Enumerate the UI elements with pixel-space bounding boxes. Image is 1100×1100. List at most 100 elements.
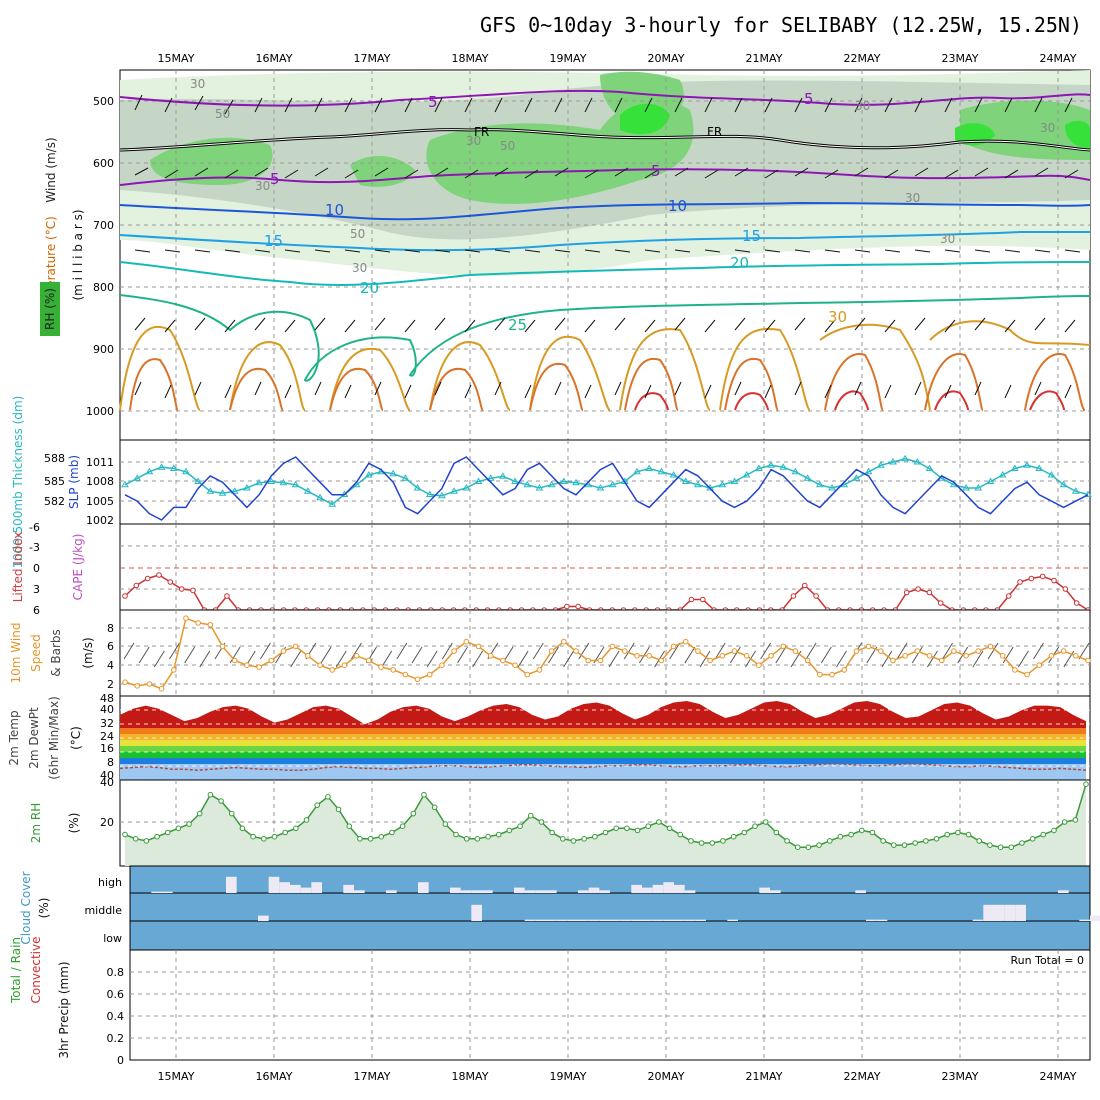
rh2m-point bbox=[1019, 840, 1025, 846]
wind-speed-point bbox=[877, 648, 884, 654]
cloud-bar-high bbox=[535, 890, 546, 893]
rh2m-point bbox=[314, 802, 321, 809]
thickness-point bbox=[474, 477, 483, 484]
wind-barb bbox=[1078, 642, 1090, 660]
day-label-top: 19MAY bbox=[550, 52, 587, 65]
cloud-bar-high bbox=[652, 884, 664, 893]
cloud-bar-middle bbox=[620, 919, 632, 921]
rh2m-point bbox=[816, 842, 822, 848]
thickness-point bbox=[267, 477, 276, 484]
cloud-bar-high bbox=[279, 882, 290, 893]
thickness-point bbox=[401, 474, 410, 481]
rh2m-point bbox=[453, 831, 459, 838]
lifted-ticks: -6 -3 0 3 6 bbox=[29, 521, 40, 617]
thickness-point bbox=[425, 490, 434, 497]
thickness-point bbox=[730, 477, 739, 484]
cloud-bar-middle bbox=[546, 919, 557, 921]
wind10m-panel: 8 6 4 2 10m Wind Speed & Barbs (m/s) bbox=[9, 609, 1091, 697]
temp-tick: 40 bbox=[100, 769, 114, 782]
wind-speed-point bbox=[475, 643, 482, 650]
wind-barb bbox=[457, 646, 468, 664]
thickness-point bbox=[291, 480, 300, 488]
contour-label: 10 bbox=[325, 201, 344, 219]
wind-barb bbox=[987, 642, 999, 660]
wind-axis-label: Wind (m/s) bbox=[44, 137, 58, 202]
rh2m-point bbox=[207, 791, 214, 798]
wind-speed-point bbox=[561, 638, 567, 645]
wind-tick: 8 bbox=[107, 622, 114, 635]
thickness-point bbox=[206, 487, 215, 494]
rh2m-point bbox=[624, 825, 630, 832]
slp-line bbox=[124, 456, 1089, 521]
rh2m-point bbox=[389, 829, 395, 836]
rh2m-point bbox=[325, 794, 331, 800]
lifted-tick: -3 bbox=[29, 541, 40, 554]
cloud-level-label: middle bbox=[84, 904, 122, 917]
thickness-point bbox=[681, 477, 690, 484]
lifted-point bbox=[1062, 586, 1069, 592]
contour-label: 5 bbox=[270, 170, 280, 188]
cloud-bar-high bbox=[460, 890, 472, 893]
lifted-point bbox=[564, 603, 570, 610]
rh2m-point bbox=[965, 831, 972, 838]
wind-speed-point bbox=[975, 648, 982, 654]
thickness-point bbox=[194, 477, 203, 484]
pressure-ticks: 500 600 700 800 900 1000 bbox=[86, 95, 114, 418]
rh2m-point bbox=[794, 844, 801, 851]
day-label-top: 18MAY bbox=[452, 52, 489, 65]
thickness-point bbox=[596, 484, 605, 491]
rh-legend-swatch bbox=[40, 282, 60, 336]
wind-barb bbox=[669, 642, 681, 660]
wind-speed-point bbox=[231, 657, 238, 664]
thickness-point bbox=[925, 464, 934, 471]
wind-barb bbox=[760, 642, 772, 660]
lifted-tick: 0 bbox=[33, 562, 40, 575]
wind-barb bbox=[290, 650, 302, 668]
rh2m-point bbox=[826, 838, 833, 844]
rh2m-point bbox=[730, 833, 737, 840]
temp-contour-20 bbox=[119, 261, 1091, 286]
wind-speed-point bbox=[414, 676, 421, 683]
wind-speed-point bbox=[548, 648, 555, 654]
contour-label: 5 bbox=[651, 162, 661, 180]
cloud-bars bbox=[151, 876, 1100, 921]
wind-barb bbox=[426, 650, 438, 668]
wind-barb bbox=[578, 642, 590, 660]
lifted-point bbox=[178, 586, 185, 592]
temp-tick: 40 bbox=[100, 703, 114, 716]
cloud-bar-middle bbox=[972, 919, 984, 921]
lifted-point bbox=[122, 593, 128, 599]
wind-speed-point bbox=[183, 615, 189, 622]
wind-barb bbox=[532, 642, 544, 660]
chart-title: GFS 0~10day 3-hourly for SELIBABY (12.25… bbox=[480, 13, 1082, 37]
wind-barbs-axis-label: & Barbs bbox=[49, 629, 63, 677]
rh2m-point bbox=[410, 810, 417, 817]
minmax-axis-label: (6hr Min/Max) bbox=[47, 696, 61, 780]
temp-contour-35 bbox=[129, 353, 1086, 411]
slp-axis-label: SLP (mb) bbox=[67, 455, 81, 509]
wind-speed-point bbox=[987, 643, 994, 650]
contour-label: 5 bbox=[804, 90, 814, 108]
wind-barb bbox=[820, 646, 832, 664]
wind-speed-point bbox=[146, 681, 153, 687]
lifted-point bbox=[700, 596, 706, 603]
rh2m-point bbox=[132, 836, 139, 842]
day-label-top: 23MAY bbox=[942, 52, 979, 65]
rh-label: 30 bbox=[940, 232, 955, 246]
rh2m-series bbox=[122, 781, 1089, 851]
lifted-point bbox=[1051, 577, 1057, 584]
wind-barb bbox=[123, 642, 135, 660]
rh2m-point bbox=[175, 825, 182, 832]
rh2m-point bbox=[720, 838, 726, 844]
lifted-tick: -6 bbox=[29, 521, 40, 534]
wind-speed-point bbox=[951, 648, 957, 654]
rh-axis-label: RH (%) bbox=[43, 288, 57, 330]
cloud-bar-middle bbox=[642, 919, 653, 921]
thickness-point bbox=[182, 467, 190, 475]
rh2m-point bbox=[592, 833, 598, 840]
wind-speed-point bbox=[743, 653, 750, 659]
cloud-bar-middle bbox=[599, 919, 610, 921]
rh-label: 30 bbox=[855, 99, 870, 113]
thickness-series bbox=[121, 454, 1092, 507]
temp-band bbox=[120, 746, 1086, 752]
